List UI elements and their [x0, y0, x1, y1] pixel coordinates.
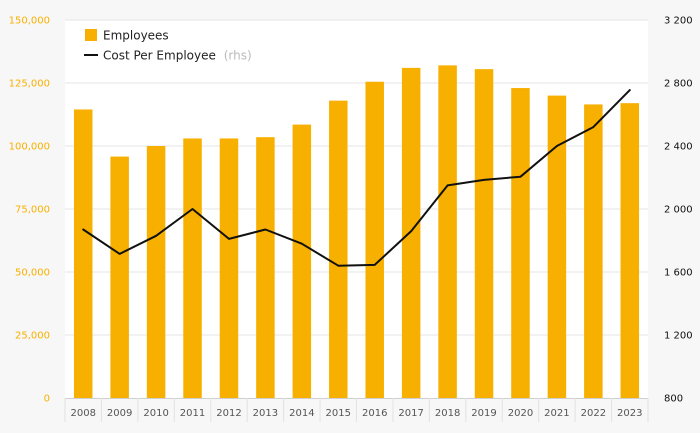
- x-axis: 2008 2009 2010 2011 2012 2013 2014 2015 2016 2017…: [64, 398, 649, 422]
- left-axis-tick-label: 50,000: [15, 268, 50, 279]
- employees-bar: [73, 109, 93, 399]
- right-axis-tick-label: 2 400: [664, 142, 693, 153]
- x-axis-tick-label: 2015: [326, 408, 351, 419]
- x-axis-tick-label: 2016: [362, 408, 387, 419]
- employees-bar: [547, 95, 567, 398]
- left-axis-tick-label: 25,000: [15, 331, 50, 342]
- employees-bar: [401, 67, 421, 398]
- x-axis-tick-label: 2009: [107, 408, 132, 419]
- left-axis-tick-label: 75,000: [15, 205, 50, 216]
- legend-cost-text: Cost Per Employee: [103, 49, 216, 63]
- cost-per-employee-line: [82, 89, 631, 267]
- employees-bar: [256, 137, 275, 398]
- x-axis-tick-label: 2020: [508, 408, 533, 419]
- employees-bar: [584, 104, 603, 399]
- employees-bars: [73, 65, 640, 399]
- employees-bar: [292, 124, 312, 398]
- x-axis-tick-label: 2021: [544, 408, 569, 419]
- employees-bar: [146, 146, 166, 398]
- right-axis-tick-label: 3 200: [664, 16, 693, 27]
- employees-bar: [183, 138, 202, 398]
- x-axis-tick-label: 2012: [216, 408, 241, 419]
- x-axis-tick-label: 2023: [617, 408, 642, 419]
- employees-bar: [474, 69, 494, 398]
- right-axis: 800 1 200 1 600 2 000 2 400 2 800 3 200: [664, 16, 693, 405]
- x-axis-tick-label: 2011: [180, 408, 205, 419]
- left-axis-tick-label: 0: [44, 394, 50, 405]
- legend-cost-note: (rhs): [224, 49, 252, 63]
- legend-employees-swatch: [85, 29, 97, 41]
- x-axis-tick-label: 2018: [435, 408, 460, 419]
- right-axis-tick-label: 2 000: [664, 205, 693, 216]
- x-axis-tick-label: 2008: [70, 408, 95, 419]
- x-axis-tick-label: 2010: [143, 408, 168, 419]
- cost-line-layer: [82, 89, 631, 267]
- left-axis-tick-label: 125,000: [9, 79, 50, 90]
- left-axis-tick-label: 100,000: [9, 142, 50, 153]
- legend-cost-label: Cost Per Employee (rhs): [103, 49, 252, 63]
- x-axis-tick-label: 2017: [398, 408, 423, 419]
- right-axis-tick-label: 2 800: [664, 79, 693, 90]
- employees-bar: [620, 103, 640, 398]
- employees-bar: [511, 88, 530, 398]
- left-axis: 0 25,000 50,000 75,000 100,000 125,000 150,000: [9, 16, 50, 405]
- x-axis-tick-label: 2019: [471, 408, 496, 419]
- employees-bar: [329, 100, 348, 398]
- right-axis-tick-label: 1 600: [664, 268, 693, 279]
- employees-bar: [438, 65, 457, 399]
- employees-bar: [219, 138, 239, 398]
- employees-bar: [365, 81, 384, 399]
- left-axis-tick-label: 150,000: [9, 16, 50, 27]
- x-axis-tick-label: 2014: [289, 408, 314, 419]
- legend-employees-label: Employees: [103, 29, 169, 43]
- employees-bar: [110, 156, 129, 398]
- right-axis-tick-label: 1 200: [664, 331, 693, 342]
- x-axis-tick-label: 2022: [581, 408, 606, 419]
- right-axis-tick-label: 800: [664, 394, 683, 405]
- x-axis-tick-label: 2013: [253, 408, 278, 419]
- legend: Employees Cost Per Employee (rhs): [84, 29, 252, 63]
